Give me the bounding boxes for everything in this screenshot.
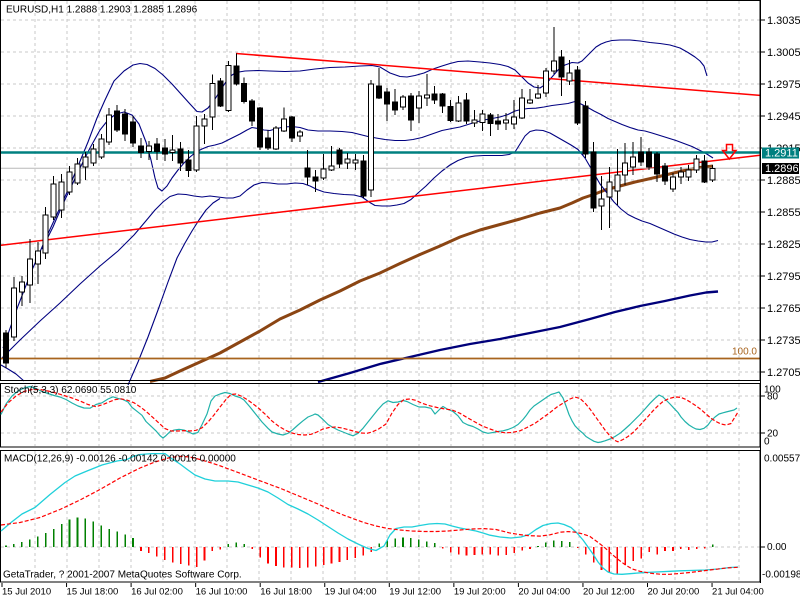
svg-text:0.00557: 0.00557 <box>764 454 800 465</box>
svg-text:1.3035: 1.3035 <box>767 15 800 27</box>
svg-text:1.2705: 1.2705 <box>767 367 800 379</box>
svg-text:1.2945: 1.2945 <box>767 111 800 123</box>
svg-text:15 Jul 18:00: 15 Jul 18:00 <box>67 587 119 598</box>
svg-text:16 Jul 02:00: 16 Jul 02:00 <box>131 587 183 598</box>
svg-text:100.0: 100.0 <box>732 347 757 358</box>
svg-text:Stoch(5,3,3) 62.0690 55.0810: Stoch(5,3,3) 62.0690 55.0810 <box>4 385 137 396</box>
svg-text:1.2825: 1.2825 <box>767 239 800 251</box>
svg-text:19 Jul 04:00: 19 Jul 04:00 <box>325 587 377 598</box>
svg-text:19 Jul 12:00: 19 Jul 12:00 <box>389 587 441 598</box>
svg-text:20 Jul 04:00: 20 Jul 04:00 <box>518 587 570 598</box>
svg-text:20 Jul 20:00: 20 Jul 20:00 <box>648 587 700 598</box>
svg-text:1.2911: 1.2911 <box>765 148 798 160</box>
svg-text:-0.00198: -0.00198 <box>762 570 800 581</box>
svg-text:15 Jul 2010: 15 Jul 2010 <box>2 587 51 598</box>
svg-text:1.2735: 1.2735 <box>767 335 800 347</box>
svg-text:EURUSD,H1 1.2888 1.2903 1.288: EURUSD,H1 1.2888 1.2903 1.2885 1.2896 <box>6 5 198 16</box>
svg-text:1.3005: 1.3005 <box>767 47 800 59</box>
svg-text:1.2795: 1.2795 <box>767 271 800 283</box>
svg-text:1.2765: 1.2765 <box>767 303 800 315</box>
svg-text:MACD(12,26,9) -0.00126 -0.0014: MACD(12,26,9) -0.00126 -0.00142 0.00016 … <box>4 454 236 465</box>
svg-text:1.2855: 1.2855 <box>767 207 800 219</box>
svg-text:20: 20 <box>767 429 779 440</box>
svg-text:16 Jul 10:00: 16 Jul 10:00 <box>196 587 248 598</box>
svg-text:1.2975: 1.2975 <box>767 79 800 91</box>
svg-text:1.2896: 1.2896 <box>765 163 799 175</box>
svg-text:0.00: 0.00 <box>767 542 787 553</box>
svg-text:21 Jul 04:00: 21 Jul 04:00 <box>712 587 764 598</box>
svg-text:16 Jul 18:00: 16 Jul 18:00 <box>260 587 312 598</box>
svg-text:80: 80 <box>767 392 779 403</box>
svg-text:19 Jul 20:00: 19 Jul 20:00 <box>454 587 506 598</box>
svg-text:1.2885: 1.2885 <box>767 175 800 187</box>
svg-text:GetaTrader, ? 2001-2007 MetaQu: GetaTrader, ? 2001-2007 MetaQuotes Softw… <box>3 570 242 581</box>
svg-text:20 Jul 12:00: 20 Jul 12:00 <box>583 587 635 598</box>
svg-text:0: 0 <box>764 437 770 448</box>
svg-text:100: 100 <box>764 385 781 396</box>
